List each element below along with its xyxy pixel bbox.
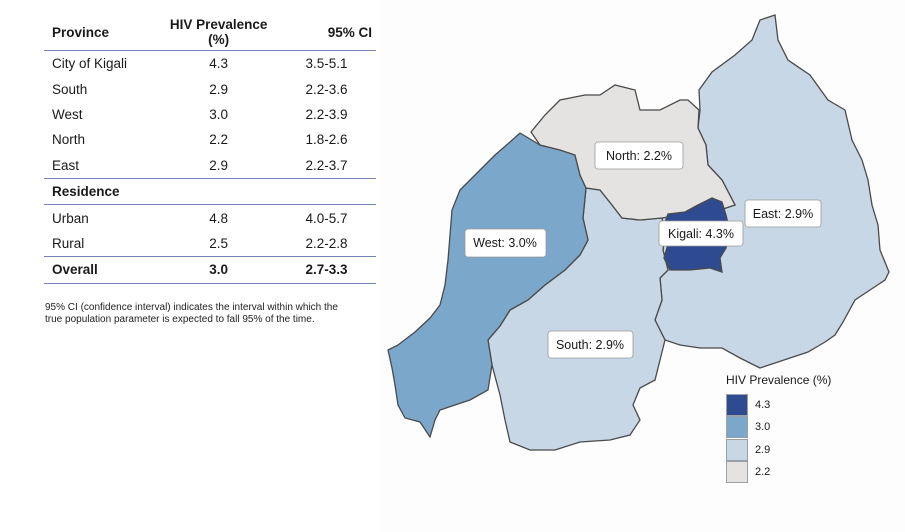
row-prevalence: 4.3 <box>209 56 228 72</box>
label-west: West: 3.0% <box>464 228 547 258</box>
table-header-row: Province HIV Prevalence (%) 95% CI <box>44 14 376 51</box>
header-ci: 95% CI <box>276 14 376 51</box>
row-name: City of Kigali <box>52 56 128 72</box>
table-row: North 2.2 1.8-2.6 <box>44 127 376 152</box>
header-prevalence: HIV Prevalence (%) <box>160 14 277 51</box>
row-ci: 1.8-2.6 <box>305 132 348 148</box>
legend-swatch <box>726 461 748 484</box>
legend-label: 2.9 <box>755 443 771 456</box>
legend-item: 2.2 <box>726 461 876 484</box>
row-ci: 2.2-3.6 <box>305 81 348 97</box>
overall-ci: 2.7-3.3 <box>276 256 376 284</box>
row-name: North <box>52 132 86 148</box>
ci-footnote: 95% CI (confidence interval) indicates t… <box>45 302 338 325</box>
legend-item: 4.3 <box>726 394 876 417</box>
legend-swatch <box>726 416 748 439</box>
row-ci: 2.2-3.9 <box>305 106 348 122</box>
overall-name: Overall <box>44 256 161 284</box>
label-north-text: North: 2.2% <box>606 149 672 163</box>
label-east-text: East: 2.9% <box>753 207 813 221</box>
legend-swatch <box>726 394 748 417</box>
label-kigali-text: Kigali: 4.3% <box>668 227 734 241</box>
row-name: South <box>52 81 88 97</box>
legend-label: 3.0 <box>755 421 771 434</box>
table-row: East 2.9 2.2-3.7 <box>44 152 376 179</box>
row-prevalence: 2.9 <box>209 81 228 97</box>
table-row: Rural 2.5 2.2-2.8 <box>44 230 376 258</box>
row-prevalence: 2.9 <box>160 152 277 179</box>
row-prevalence: 4.8 <box>209 210 228 226</box>
table-row: Urban 4.8 4.0-5.7 <box>44 205 376 231</box>
row-ci: 3.5-5.1 <box>305 56 348 72</box>
row-ci: 2.2-2.8 <box>276 230 376 258</box>
table-row: South 2.9 2.2-3.6 <box>44 76 376 101</box>
header-province: Province <box>44 14 161 51</box>
row-ci: 4.0-5.7 <box>305 210 348 226</box>
prevalence-table: Province HIV Prevalence (%) 95% CI City … <box>44 14 376 284</box>
row-name: West <box>52 106 83 122</box>
row-name: Urban <box>52 210 89 226</box>
table-row: West 3.0 2.2-3.9 <box>44 102 376 127</box>
legend-label: 4.3 <box>755 399 771 412</box>
overall-prevalence: 3.0 <box>160 256 277 284</box>
residence-section-row: Residence <box>44 178 376 206</box>
legend-swatch <box>726 438 748 461</box>
row-ci: 2.2-3.7 <box>276 152 376 179</box>
label-east: East: 2.9% <box>744 199 822 228</box>
residence-section-label: Residence <box>44 178 376 206</box>
row-prevalence: 2.2 <box>209 132 228 148</box>
label-north: North: 2.2% <box>594 141 684 170</box>
region-west[interactable] <box>387 132 589 439</box>
label-kigali: Kigali: 4.3% <box>658 220 744 247</box>
legend-item: 3.0 <box>726 416 876 439</box>
row-name: Rural <box>44 230 161 258</box>
legend-title: HIV Prevalence (%) <box>726 373 832 387</box>
row-name: East <box>44 152 161 179</box>
label-south: South: 2.9% <box>547 330 634 359</box>
row-prevalence: 3.0 <box>209 106 228 122</box>
overall-row: Overall 3.0 2.7-3.3 <box>44 256 376 284</box>
label-south-text: South: 2.9% <box>556 338 624 352</box>
label-west-text: West: 3.0% <box>473 236 537 250</box>
legend-label: 2.2 <box>755 466 771 479</box>
map-legend: HIV Prevalence (%) 4.3 3.0 2.9 2.2 <box>726 373 876 484</box>
legend-item: 2.9 <box>726 438 876 461</box>
table-row: City of Kigali 4.3 3.5-5.1 <box>44 51 376 77</box>
row-prevalence: 2.5 <box>160 230 277 258</box>
